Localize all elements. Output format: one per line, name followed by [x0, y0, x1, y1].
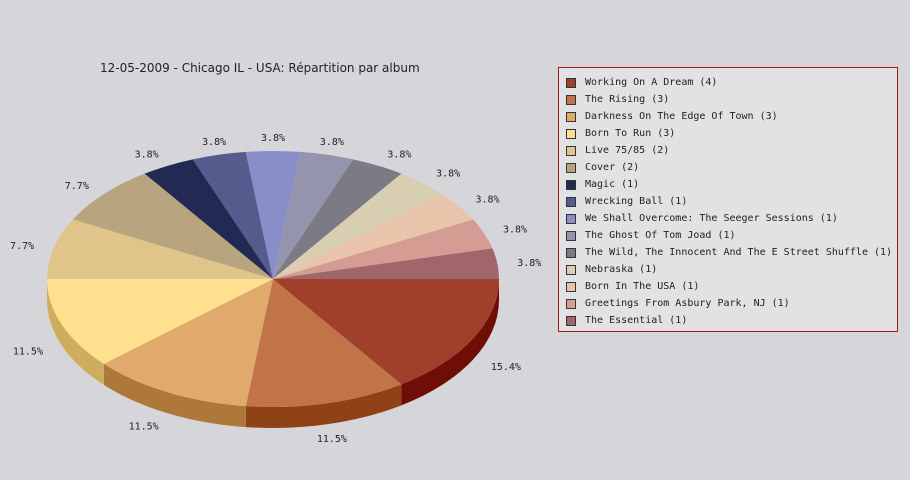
legend-swatch	[566, 213, 576, 224]
pie-label-the-rising: 11.5%	[317, 434, 347, 445]
pie-label-working-on-a-dream: 15.4%	[491, 362, 521, 373]
pie-slice-greetings-from-asbury-park-nj	[273, 219, 493, 279]
pie-side-darkness-on-the-edge-of-town	[103, 363, 246, 428]
legend-swatch	[566, 264, 576, 275]
legend-item-wrecking-ball: Wrecking Ball (1)	[559, 193, 897, 210]
pie-label-born-to-run: 11.5%	[13, 346, 43, 357]
chart-title: 12-05-2009 - Chicago IL - USA: Répartiti…	[100, 61, 420, 75]
pie-label-cover: 7.7%	[65, 181, 89, 192]
legend-swatch	[566, 128, 576, 139]
legend-item-darkness-on-the-edge-of-town: Darkness On The Edge Of Town (3)	[559, 108, 897, 125]
pie-slice-cover	[72, 173, 274, 279]
legend-label: Born In The USA (1)	[585, 281, 700, 292]
pie-label-the-wild-the-innocent-and-the-e-street-shuffle: 3.8%	[387, 149, 411, 160]
pie-labels: 15.4% 11.5% 11.5% 11.5% 7.7% 7.7% 3.8% 3.8% 3.8%…	[10, 133, 541, 445]
pie-label-darkness-on-the-edge-of-town: 11.5%	[129, 422, 159, 433]
legend-item-greetings-from-asbury-park-nj: Greetings From Asbury Park, NJ (1)	[559, 295, 897, 312]
legend-label: Greetings From Asbury Park, NJ (1)	[585, 298, 790, 309]
pie-label-greetings-from-asbury-park-nj: 3.8%	[503, 225, 527, 236]
legend-label: Wrecking Ball (1)	[585, 196, 688, 207]
legend-label: Working On A Dream (4)	[585, 77, 718, 88]
pie-slice-born-to-run	[47, 279, 273, 364]
pie-label-magic: 3.8%	[135, 149, 159, 160]
legend-item-we-shall-overcome-the-seeger-sessions: We Shall Overcome: The Seeger Sessions (…	[559, 210, 897, 227]
pie-label-the-essential: 3.8%	[517, 258, 541, 269]
pie-side-the-rising	[245, 384, 402, 428]
pie-slice-nebraska	[273, 173, 443, 279]
pie-slice-the-essential	[273, 248, 499, 279]
pie-label-we-shall-overcome-the-seeger-sessions: 3.8%	[261, 133, 285, 144]
pie-slice-darkness-on-the-edge-of-town	[103, 279, 273, 407]
pie-slice-the-wild-the-innocent-and-the-e-street-shuffle	[273, 159, 402, 279]
legend-label: Nebraska (1)	[585, 264, 658, 275]
legend-swatch	[566, 298, 576, 309]
legend-item-the-essential: The Essential (1)	[559, 312, 897, 329]
pie-slices	[47, 151, 499, 407]
legend-swatch	[566, 94, 576, 105]
legend-label: Magic (1)	[585, 179, 640, 190]
legend-item-working-on-a-dream: Working On A Dream (4)	[559, 74, 897, 91]
pie-slice-the-ghost-of-tom-joad	[273, 151, 354, 279]
legend-swatch	[566, 315, 576, 326]
legend-item-live-75-85: Live 75/85 (2)	[559, 142, 897, 159]
pie-slice-wrecking-ball	[192, 151, 273, 279]
legend: Working On A Dream (4) The Rising (3) Dark…	[558, 67, 898, 332]
pie-slice-magic	[144, 159, 273, 279]
pie-label-born-in-the-usa: 3.8%	[475, 194, 499, 205]
pie-slice-we-shall-overcome-the-seeger-sessions	[245, 151, 301, 279]
legend-item-the-ghost-of-tom-joad: The Ghost Of Tom Joad (1)	[559, 227, 897, 244]
legend-label: The Wild, The Innocent And The E Street …	[585, 247, 893, 258]
pie-slice-born-in-the-usa	[273, 194, 474, 279]
legend-swatch	[566, 281, 576, 292]
legend-swatch	[566, 230, 576, 241]
legend-item-nebraska: Nebraska (1)	[559, 261, 897, 278]
pie-label-nebraska: 3.8%	[436, 169, 460, 180]
pie-depth	[47, 279, 499, 428]
pie-slice-working-on-a-dream	[273, 279, 499, 385]
legend-item-born-to-run: Born To Run (3)	[559, 125, 897, 142]
legend-item-the-wild-the-innocent-and-the-e-street-shuffle: The Wild, The Innocent And The E Street …	[559, 244, 897, 261]
legend-label: Darkness On The Edge Of Town (3)	[585, 111, 778, 122]
legend-swatch	[566, 145, 576, 156]
legend-label: Cover (2)	[585, 162, 640, 173]
legend-item-born-in-the-usa: Born In The USA (1)	[559, 278, 897, 295]
pie-slice-live-75-85	[47, 219, 273, 279]
legend-swatch	[566, 247, 576, 258]
legend-swatch	[566, 179, 576, 190]
legend-label: The Ghost Of Tom Joad (1)	[585, 230, 736, 241]
legend-item-the-rising: The Rising (3)	[559, 91, 897, 108]
pie-label-the-ghost-of-tom-joad: 3.8%	[320, 137, 344, 148]
legend-label: The Rising (3)	[585, 94, 670, 105]
legend-swatch	[566, 77, 576, 88]
pie-side-working-on-a-dream	[401, 279, 499, 406]
pie-label-live-75-85: 7.7%	[10, 241, 34, 252]
legend-label: The Essential (1)	[585, 315, 688, 326]
legend-label: Live 75/85 (2)	[585, 145, 670, 156]
legend-swatch	[566, 162, 576, 173]
pie-slice-the-rising	[245, 279, 402, 407]
legend-swatch	[566, 196, 576, 207]
legend-item-cover: Cover (2)	[559, 159, 897, 176]
legend-swatch	[566, 111, 576, 122]
legend-label: Born To Run (3)	[585, 128, 676, 139]
pie-label-wrecking-ball: 3.8%	[202, 137, 226, 148]
pie-side-born-to-run	[47, 279, 104, 385]
legend-item-magic: Magic (1)	[559, 176, 897, 193]
legend-label: We Shall Overcome: The Seeger Sessions (…	[585, 213, 838, 224]
